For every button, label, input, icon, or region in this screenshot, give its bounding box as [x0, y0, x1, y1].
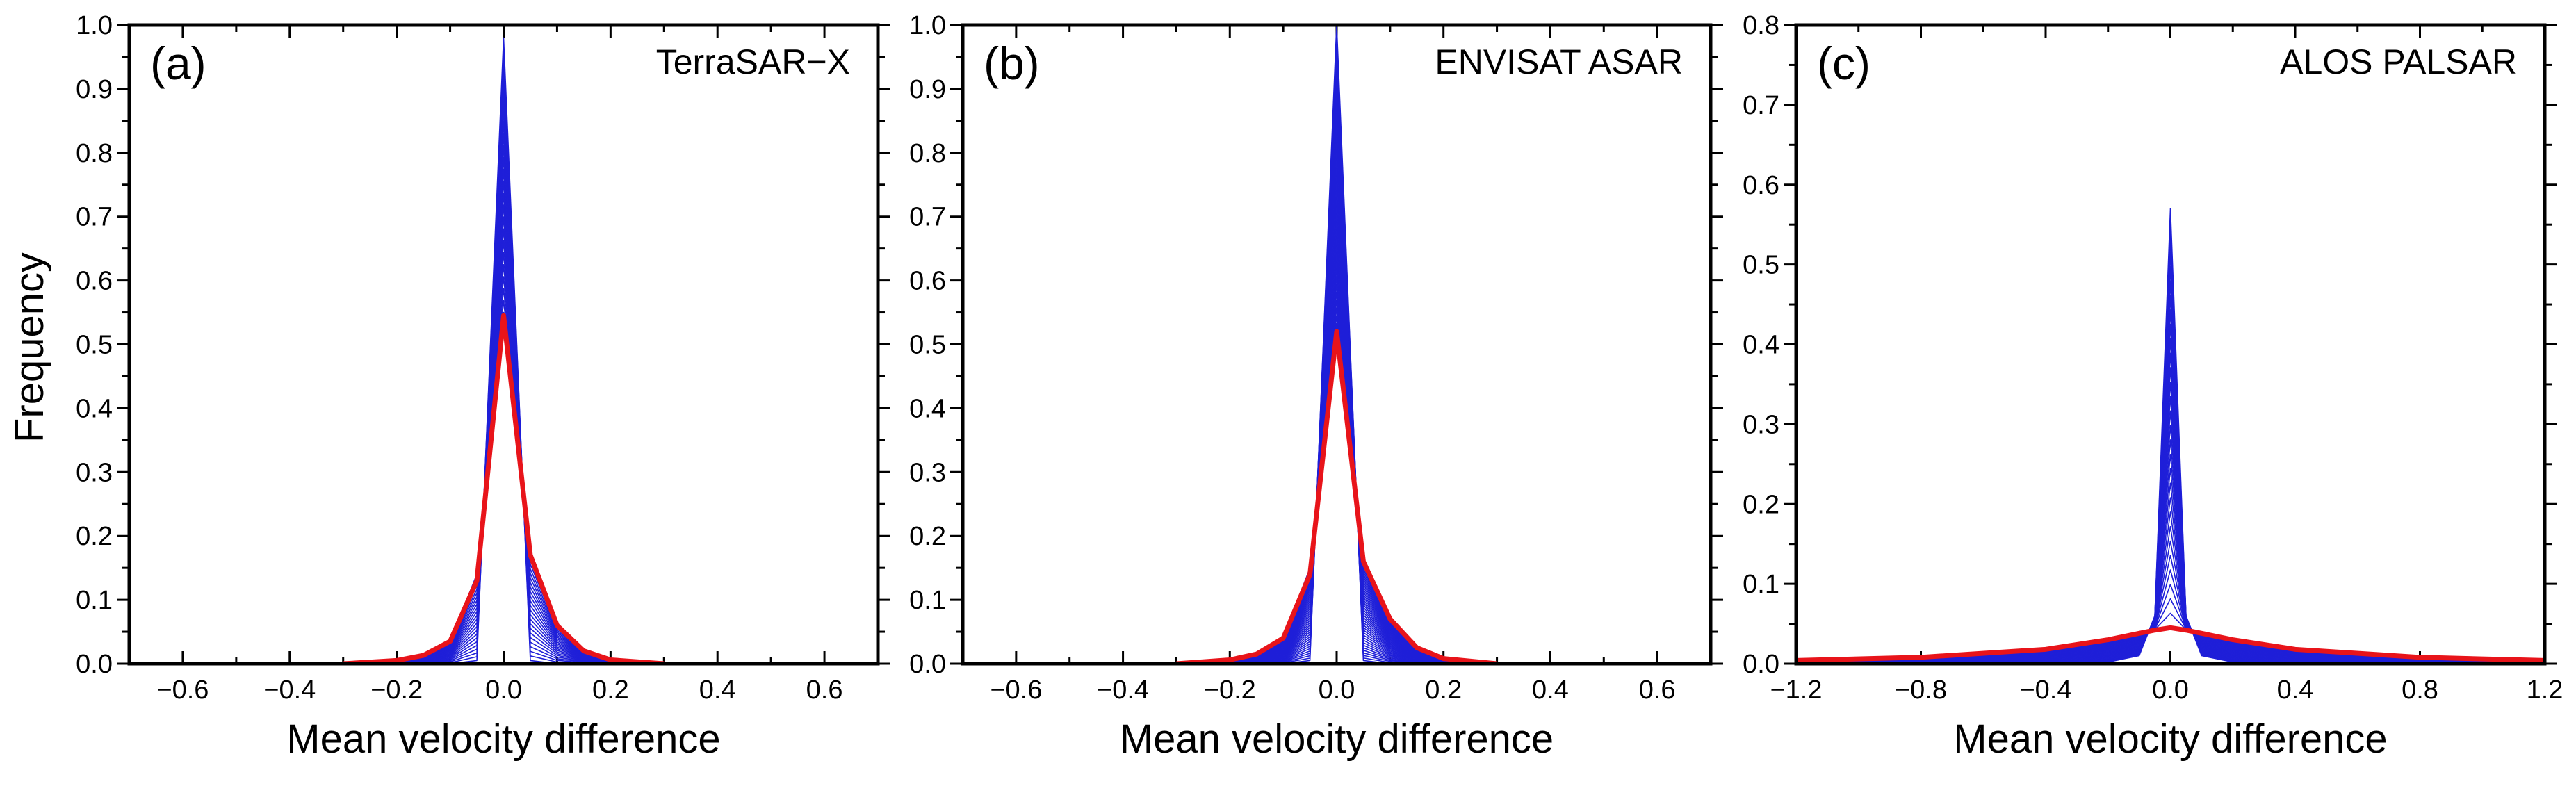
series-line: [1796, 208, 2545, 664]
panel-label: (b): [984, 38, 1040, 89]
y-tick-label: 1.0: [909, 11, 946, 40]
x-tick-label: 0.0: [2152, 676, 2189, 705]
y-tick-label: 0.5: [1743, 251, 1779, 280]
plot-frame: [127, 23, 880, 666]
panel-label: (c): [1817, 38, 1870, 89]
series-line: [343, 37, 665, 664]
y-tick-label: 1.0: [76, 11, 113, 40]
x-axis-title: Mean velocity difference: [1953, 717, 2387, 762]
y-tick-label: 0.0: [1743, 650, 1779, 679]
y-tick-label: 0.8: [909, 139, 946, 168]
y-tick-label: 0.5: [909, 331, 946, 360]
panel-c: −1.2 −0.8 −0.4 0.0 0.4 0.8 1.2 0.0 0.1 0.2 0.3 0.4 0…: [1743, 11, 2563, 762]
mean-series-line: [1176, 329, 1497, 664]
x-tick-label: 0.8: [2402, 676, 2438, 705]
y-tick-label: 0.8: [1743, 11, 1779, 40]
mean-series-line: [343, 313, 665, 664]
x-tick-label: 0.0: [485, 676, 522, 705]
panel-title: ALOS PALSAR: [2280, 42, 2517, 81]
x-tick-label: 0.2: [592, 676, 629, 705]
x-tick-label: −0.2: [1204, 676, 1256, 705]
y-tick-label: 0.1: [1743, 570, 1779, 599]
x-tick-label: 0.4: [1532, 676, 1569, 705]
x-axis-title: Mean velocity difference: [286, 717, 720, 762]
y-tick-label: 0.7: [76, 203, 113, 232]
x-tick-label: 0.6: [1639, 676, 1676, 705]
y-tick-label: 0.9: [76, 75, 113, 104]
y-tick-label: 0.1: [76, 586, 113, 615]
x-tick-label: 0.6: [806, 676, 843, 705]
y-tick-label: 0.0: [76, 650, 113, 679]
y-tick-label: 0.2: [1743, 490, 1779, 519]
y-tick-label: 0.6: [76, 267, 113, 296]
x-tick-label: −0.4: [2019, 676, 2071, 705]
panel-title: TerraSAR−X: [656, 42, 850, 81]
y-tick-label: 0.4: [1743, 331, 1779, 360]
x-tick-label: −0.4: [1097, 676, 1149, 705]
panel-label: (a): [150, 38, 206, 89]
x-tick-label: −0.6: [156, 676, 209, 705]
panel-a: −0.6 −0.4 −0.2 0.0 0.2 0.4 0.6 0.0 0.1 0.2 0.3 0.4 0…: [76, 11, 890, 762]
y-tick-label: 0.5: [76, 331, 113, 360]
y-tick-label: 0.4: [76, 394, 113, 423]
y-tick-label: 0.6: [1743, 171, 1779, 200]
y-tick-label: 0.2: [76, 522, 113, 551]
y-tick-label: 0.3: [76, 458, 113, 487]
x-tick-label: −0.8: [1895, 676, 1947, 705]
y-axis-title: Frequency: [7, 252, 52, 443]
x-tick-label: 0.2: [1425, 676, 1462, 705]
plot-frame: [1794, 23, 2547, 666]
y-tick-label: 0.6: [909, 267, 946, 296]
x-tick-label: −1.2: [1770, 676, 1822, 705]
y-tick-label: 0.8: [76, 139, 113, 168]
x-tick-label: −0.4: [263, 676, 316, 705]
x-tick-label: −0.2: [370, 676, 423, 705]
panel-title: ENVISAT ASAR: [1435, 42, 1683, 81]
plot-frame: [961, 23, 1713, 666]
plot-area: [1176, 25, 1497, 664]
x-tick-label: 0.0: [1319, 676, 1355, 705]
plot-area: [1796, 208, 2545, 664]
y-tick-label: 0.0: [909, 650, 946, 679]
panel-b: −0.6 −0.4 −0.2 0.0 0.2 0.4 0.6 0.0 0.1 0.2 0.3 0.4 0…: [909, 11, 1723, 762]
mean-series-line: [1796, 625, 2545, 663]
x-tick-label: −0.6: [990, 676, 1042, 705]
x-tick-label: 1.2: [2527, 676, 2563, 705]
y-tick-label: 0.1: [909, 586, 946, 615]
y-tick-label: 0.7: [1743, 91, 1779, 120]
y-tick-label: 0.7: [909, 203, 946, 232]
y-tick-label: 0.9: [909, 75, 946, 104]
y-tick-label: 0.2: [909, 522, 946, 551]
x-tick-label: 0.4: [699, 676, 736, 705]
y-tick-label: 0.4: [909, 394, 946, 423]
y-tick-label: 0.3: [909, 458, 946, 487]
y-tick-label: 0.3: [1743, 410, 1779, 439]
x-tick-label: 0.4: [2277, 676, 2314, 705]
x-axis-title: Mean velocity difference: [1120, 717, 1554, 762]
